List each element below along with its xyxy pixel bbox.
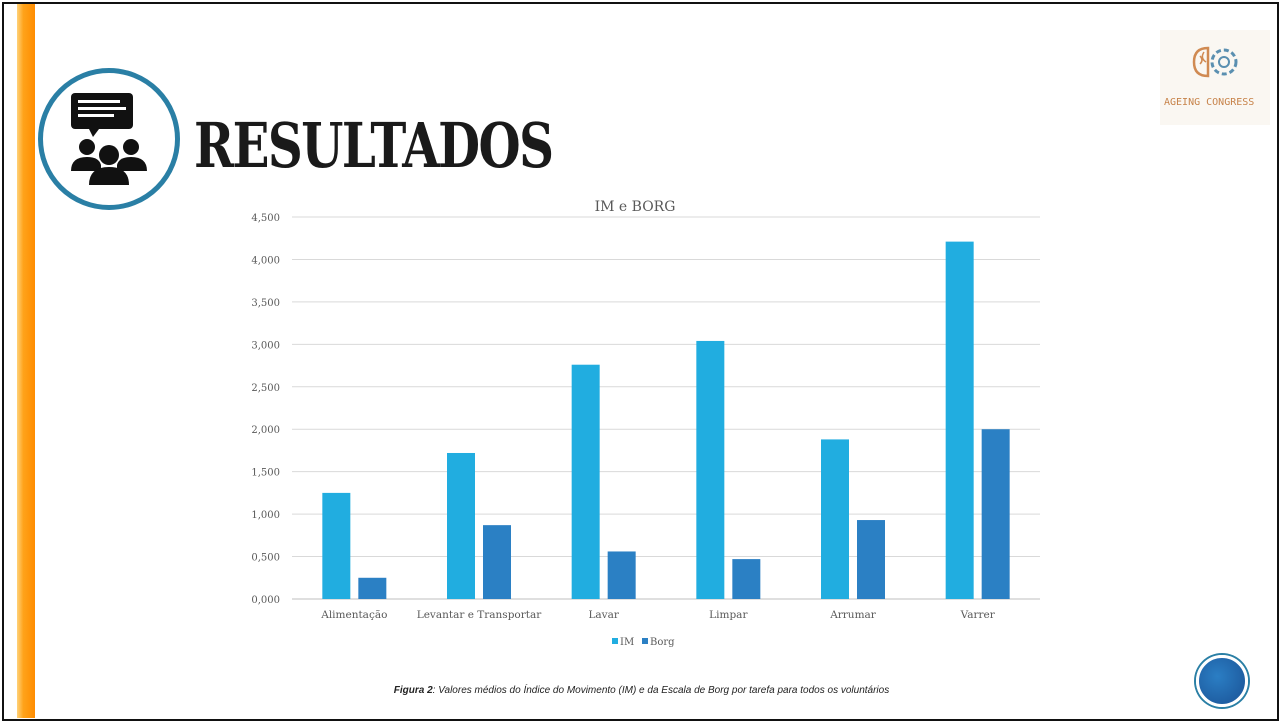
presentation-audience-icon [38, 68, 180, 210]
legend-swatch [612, 638, 618, 644]
congress-logo [1160, 30, 1270, 125]
bar-borg [483, 525, 511, 599]
bar-borg [358, 577, 387, 599]
y-tick-label: 2,500 [251, 383, 280, 394]
x-tick-label: Lavar [588, 609, 619, 621]
caption-label: Figura 2 [393, 685, 433, 696]
bar-borg [981, 429, 1010, 599]
y-tick-label: 0,500 [251, 553, 280, 564]
bar-im [571, 364, 600, 599]
legend-label: Borg [650, 637, 675, 648]
bar-im [821, 439, 849, 599]
circle-nav-icon[interactable] [1196, 655, 1248, 707]
x-tick-label: Arrumar [829, 609, 877, 621]
y-tick-label: 4,000 [251, 255, 280, 266]
logo-text: AGEING CONGRESS [1164, 97, 1255, 108]
y-tick-label: 4,500 [251, 213, 280, 224]
chart-title: IM e BORG [595, 199, 676, 215]
x-tick-label: Alimentação [320, 609, 387, 621]
y-tick-label: 2,000 [251, 425, 280, 436]
bar-im [322, 492, 351, 599]
x-tick-label: Levantar e Transportar [417, 609, 543, 621]
y-tick-label: 1,000 [251, 510, 280, 521]
y-tick-label: 3,000 [251, 340, 280, 351]
bar-im [447, 452, 475, 599]
caption-text: : Valores médios do Índice do Movimento … [432, 685, 890, 696]
y-tick-label: 1,500 [251, 468, 280, 479]
legend-swatch [642, 638, 648, 644]
accent-bar [17, 4, 35, 718]
bar-borg [607, 551, 636, 599]
legend-label: IM [620, 637, 634, 648]
y-tick-label: 3,500 [251, 298, 280, 309]
bar-chart: IM e BORG 0,000 0,500 1,000 1,500 2,000 2,500… [251, 199, 1040, 648]
bar-im [945, 241, 974, 599]
x-tick-label: Limpar [709, 609, 748, 621]
slide-title: RESULTADOS [194, 109, 554, 182]
bar-borg [857, 520, 885, 599]
figure-caption: Figura 2: Valores médios do Índice do Mo… [0, 685, 1283, 696]
y-tick-label: 0,000 [251, 595, 280, 606]
bar-im [696, 340, 725, 599]
x-tick-label: Varrer [960, 609, 996, 621]
bar-borg [732, 559, 761, 599]
